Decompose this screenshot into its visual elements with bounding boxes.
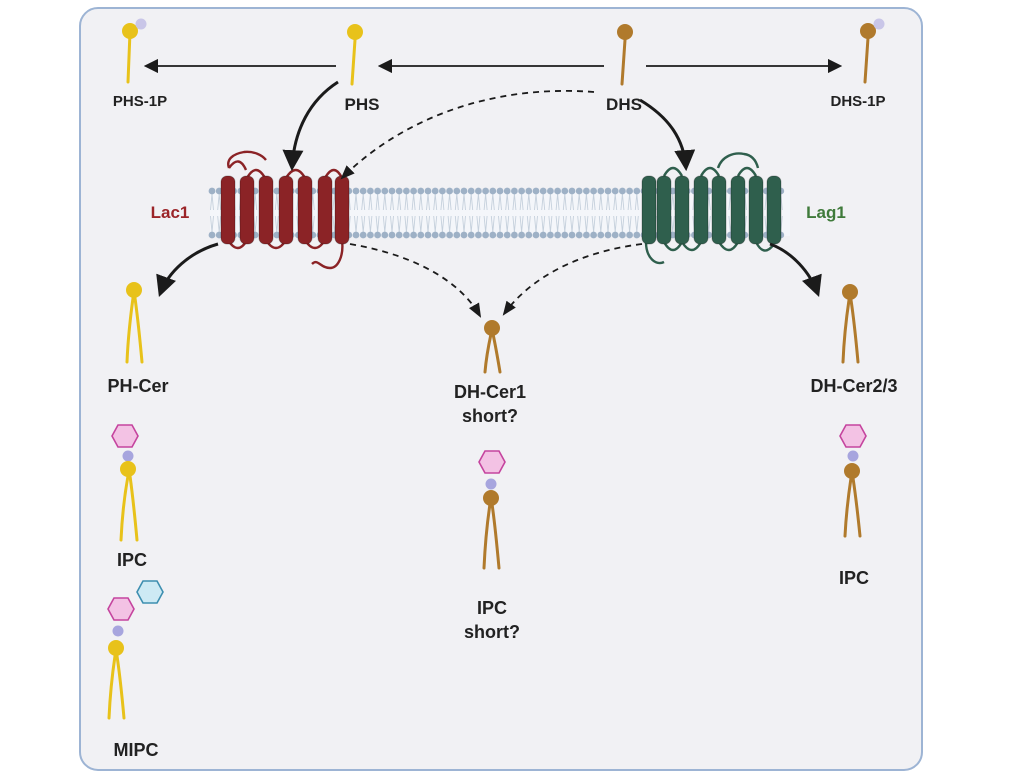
dh-cer23-molecule	[841, 284, 860, 364]
label-phs-1p: PHS-1P	[113, 93, 167, 110]
ipc-center-molecule	[478, 450, 506, 570]
ipc-left-molecule	[111, 424, 139, 542]
lag1-helix-8	[766, 175, 782, 245]
dhs-molecule	[617, 24, 633, 86]
label-mipc: MIPC	[114, 740, 159, 760]
arrow-phs-to-lac1	[282, 80, 339, 172]
lac1-helix-6	[317, 175, 333, 245]
label-phs: PHS	[345, 95, 380, 114]
label-dhs-1p: DHS-1P	[830, 93, 885, 110]
lac1-helix-2	[239, 175, 255, 245]
lac1-helix-4	[278, 175, 294, 245]
dh-cer1-molecule	[483, 320, 502, 374]
ipc-right-molecule	[839, 424, 867, 538]
lag1-helix-5	[711, 175, 727, 245]
lac1-protein	[220, 150, 350, 270]
arrow-dhs-to-lac1-dashed	[340, 90, 595, 180]
lag1-helix-4	[693, 175, 709, 245]
label-lac1: Lac1	[151, 203, 190, 222]
label-ph-cer: PH-Cer	[107, 376, 168, 396]
label-ipc-center-note: short?	[464, 622, 520, 642]
lac1-helix-5	[297, 175, 313, 245]
lac1-helix-1	[220, 175, 236, 245]
lag1-helix-6	[730, 175, 746, 245]
label-ipc-right: IPC	[839, 568, 869, 588]
label-dh-cer23: DH-Cer2/3	[810, 376, 897, 396]
lac1-helix-3	[258, 175, 274, 245]
lac1-helix-7	[334, 175, 350, 245]
ph-cer-molecule	[125, 282, 144, 364]
arrow-dhs-to-lag1	[639, 98, 696, 172]
dhs-1p-molecule	[860, 18, 885, 84]
lag1-protein	[641, 152, 782, 265]
label-dh-cer1-note: short?	[462, 406, 518, 426]
label-dhs: DHS	[606, 95, 642, 114]
reaction-arrows	[143, 58, 843, 318]
lag1-helix-2	[656, 175, 672, 245]
arrow-lac1-to-phcer	[156, 242, 219, 297]
label-lag1: Lag1	[806, 203, 846, 222]
label-ipc-left: IPC	[117, 550, 147, 570]
lag1-helix-3	[674, 175, 690, 245]
phs-1p-molecule	[122, 18, 147, 84]
label-ipc-center: IPC	[477, 598, 507, 618]
lag1-helix-1	[641, 175, 657, 245]
label-dh-cer1: DH-Cer1	[454, 382, 526, 402]
arrow-lac1-to-dhcer1-dashed	[349, 243, 482, 318]
lag1-helix-7	[748, 175, 764, 245]
mipc-molecule	[107, 580, 164, 720]
arrow-lag1-to-dhcer23	[769, 242, 822, 297]
phs-molecule	[347, 24, 363, 86]
arrow-lag1-to-dhcer1-dashed	[502, 243, 643, 316]
